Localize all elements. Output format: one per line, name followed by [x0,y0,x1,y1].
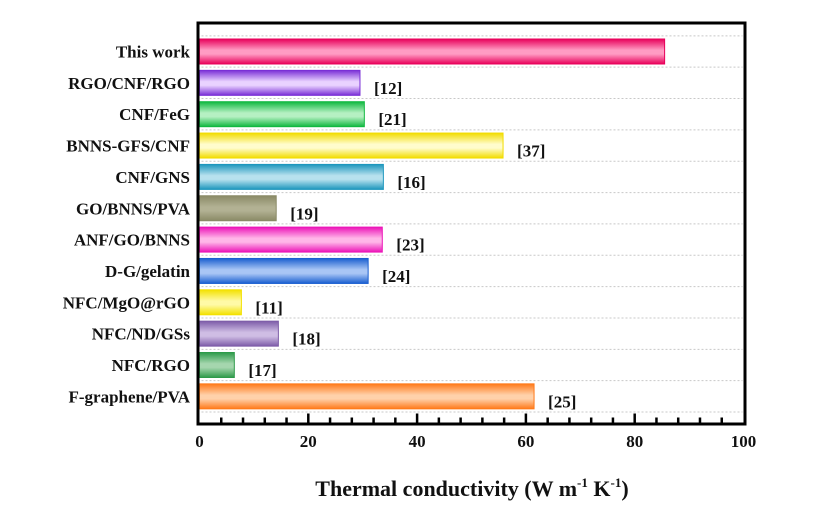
category-labels: This work RGO/CNF/RGO CNF/FeG BNNS-GFS/CNF C… [63,43,191,407]
category-label: NFC/MgO@rGO [63,293,190,312]
reference-label: [37] [517,142,545,161]
x-axis-ticks [220,413,723,423]
x-tick-label: 40 [409,432,426,451]
reference-label: [16] [397,173,425,192]
x-tick-label: 60 [517,432,534,451]
x-tick-label: 0 [195,432,204,451]
category-label: F-graphene/PVA [68,387,190,406]
reference-labels: [12] [21] [37] [16] [19] [23] [24] [11] [18] [17]… [248,79,576,412]
category-label: NFC/RGO [112,356,190,375]
category-label: CNF/GNS [115,168,190,187]
reference-label: [18] [292,330,320,349]
category-label: BNNS-GFS/CNF [66,137,190,156]
reference-label: [25] [548,392,576,411]
category-label: CNF/FeG [119,105,190,124]
reference-label: [19] [290,204,318,223]
reference-label: [12] [374,79,402,98]
bar-nfc-rgo [199,352,235,378]
bar-cnf-feg [199,101,365,128]
x-axis-title: Thermal conductivity (W m-1 K-1) [315,475,628,501]
plot-frame [196,21,747,426]
bars [199,38,666,410]
category-label: GO/BNNS/PVA [76,199,191,218]
bar-nfc-mgo-rgo [199,289,242,316]
reference-label: [21] [378,110,406,129]
bar-go-bnns-pva [199,195,277,222]
reference-label: [24] [382,267,410,286]
reference-label: [17] [248,361,276,380]
category-label: D-G/gelatin [105,262,191,281]
category-label: This work [116,43,191,62]
bar-bnns-gfs-cnf [199,132,504,159]
bar-nfc-nd-gss [199,320,279,347]
category-label: ANF/GO/BNNS [74,231,190,250]
bar-anf-go-bnns [199,226,383,253]
bar-rgo-cnf-rgo [199,69,361,96]
bar-cnf-gns [199,163,384,190]
category-label: NFC/ND/GSs [92,325,191,344]
reference-label: [11] [255,298,282,317]
bar-d-g-gelatin [199,257,369,284]
category-label: RGO/CNF/RGO [68,74,190,93]
x-tick-label: 100 [731,432,757,451]
reference-label: [23] [396,236,424,255]
bar-this-work [199,38,666,65]
bar-f-graphene-pva [199,383,535,410]
x-tick-label: 80 [626,432,643,451]
x-axis-tick-labels: 0 20 40 60 80 100 [195,432,756,451]
x-tick-label: 20 [300,432,317,451]
